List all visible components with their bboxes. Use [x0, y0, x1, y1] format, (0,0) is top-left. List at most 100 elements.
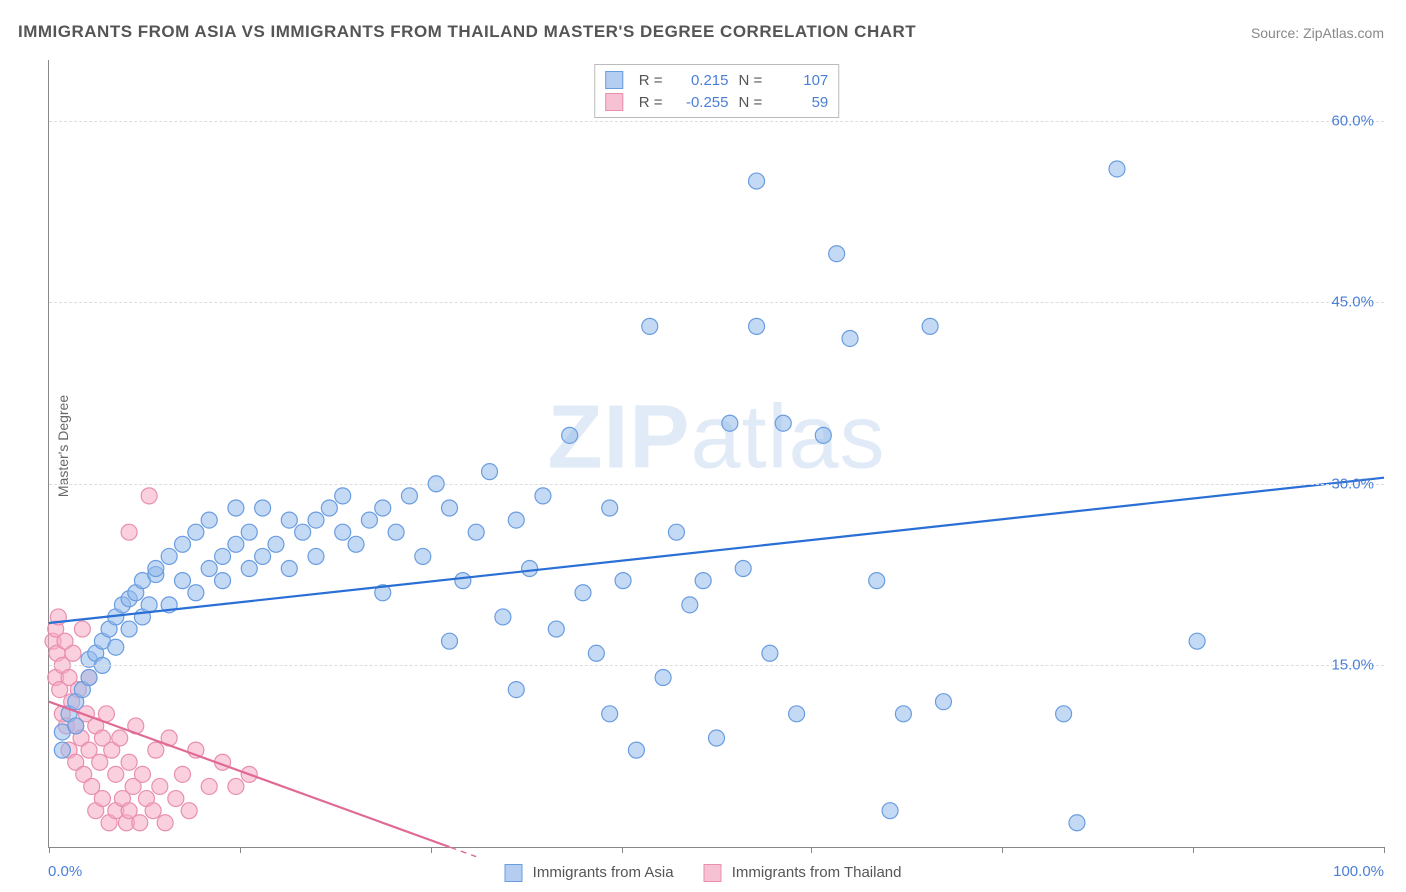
gridline — [49, 484, 1384, 485]
data-point — [181, 803, 197, 819]
data-point — [281, 561, 297, 577]
data-point — [709, 730, 725, 746]
data-point — [415, 548, 431, 564]
swatch-thailand-icon — [605, 93, 623, 111]
data-point — [869, 573, 885, 589]
data-point — [762, 645, 778, 661]
data-point — [602, 706, 618, 722]
data-point — [188, 524, 204, 540]
legend-item-asia: Immigrants from Asia — [504, 864, 673, 882]
r-value-thailand: -0.255 — [673, 94, 729, 111]
x-axis-min-label: 0.0% — [48, 863, 82, 880]
data-point — [161, 548, 177, 564]
data-point — [895, 706, 911, 722]
data-point — [922, 318, 938, 334]
legend-label-asia: Immigrants from Asia — [533, 864, 674, 881]
data-point — [1069, 815, 1085, 831]
n-label: N = — [739, 94, 763, 111]
data-point — [215, 573, 231, 589]
r-label: R = — [639, 94, 663, 111]
stats-row-asia: R = 0.215 N = 107 — [605, 69, 829, 91]
data-point — [508, 682, 524, 698]
data-point — [588, 645, 604, 661]
data-point — [735, 561, 751, 577]
x-axis-max-label: 100.0% — [1333, 863, 1384, 880]
gridline — [49, 121, 1384, 122]
xtick — [431, 847, 432, 853]
data-point — [682, 597, 698, 613]
data-point — [308, 512, 324, 528]
data-point — [482, 464, 498, 480]
swatch-asia-icon — [605, 71, 623, 89]
xtick — [240, 847, 241, 853]
data-point — [175, 766, 191, 782]
data-point — [829, 246, 845, 262]
data-point — [615, 573, 631, 589]
swatch-thailand-icon — [704, 864, 722, 882]
data-point — [228, 536, 244, 552]
ytick-label: 60.0% — [1331, 112, 1374, 129]
data-point — [508, 512, 524, 528]
data-point — [175, 536, 191, 552]
data-point — [255, 548, 271, 564]
swatch-asia-icon — [504, 864, 522, 882]
xtick — [811, 847, 812, 853]
data-point — [201, 512, 217, 528]
legend-item-thailand: Immigrants from Thailand — [704, 864, 902, 882]
n-value-asia: 107 — [772, 72, 828, 89]
ytick-label: 15.0% — [1331, 657, 1374, 674]
trend-line — [49, 478, 1384, 623]
data-point — [65, 645, 81, 661]
data-point — [575, 585, 591, 601]
data-point — [241, 561, 257, 577]
data-point — [335, 488, 351, 504]
data-point — [695, 573, 711, 589]
data-point — [548, 621, 564, 637]
data-point — [108, 766, 124, 782]
data-point — [94, 791, 110, 807]
data-point — [522, 561, 538, 577]
chart-title: IMMIGRANTS FROM ASIA VS IMMIGRANTS FROM … — [18, 22, 916, 42]
xtick — [49, 847, 50, 853]
series-legend: Immigrants from Asia Immigrants from Tha… — [504, 864, 901, 882]
data-point — [255, 500, 271, 516]
data-point — [1056, 706, 1072, 722]
data-point — [749, 173, 765, 189]
data-point — [132, 815, 148, 831]
data-point — [442, 633, 458, 649]
ytick-label: 45.0% — [1331, 294, 1374, 311]
xtick — [1384, 847, 1385, 853]
data-point — [148, 742, 164, 758]
data-point — [1189, 633, 1205, 649]
data-point — [775, 415, 791, 431]
data-point — [112, 730, 128, 746]
data-point — [348, 536, 364, 552]
data-point — [882, 803, 898, 819]
xtick — [622, 847, 623, 853]
data-point — [295, 524, 311, 540]
data-point — [442, 500, 458, 516]
data-point — [375, 500, 391, 516]
data-point — [535, 488, 551, 504]
gridline — [49, 665, 1384, 666]
data-point — [121, 754, 137, 770]
data-point — [141, 488, 157, 504]
r-label: R = — [639, 72, 663, 89]
data-point — [388, 524, 404, 540]
n-value-thailand: 59 — [772, 94, 828, 111]
data-point — [215, 548, 231, 564]
data-point — [74, 621, 90, 637]
data-point — [201, 778, 217, 794]
data-point — [815, 427, 831, 443]
plot-area: ZIPatlas R = 0.215 N = 107 R = -0.255 N … — [48, 60, 1384, 848]
stats-legend: R = 0.215 N = 107 R = -0.255 N = 59 — [594, 64, 840, 118]
data-point — [281, 512, 297, 528]
data-point — [401, 488, 417, 504]
data-point — [134, 766, 150, 782]
data-point — [455, 573, 471, 589]
data-point — [121, 621, 137, 637]
data-point — [228, 500, 244, 516]
data-point — [468, 524, 484, 540]
data-point — [308, 548, 324, 564]
legend-label-thailand: Immigrants from Thailand — [732, 864, 902, 881]
